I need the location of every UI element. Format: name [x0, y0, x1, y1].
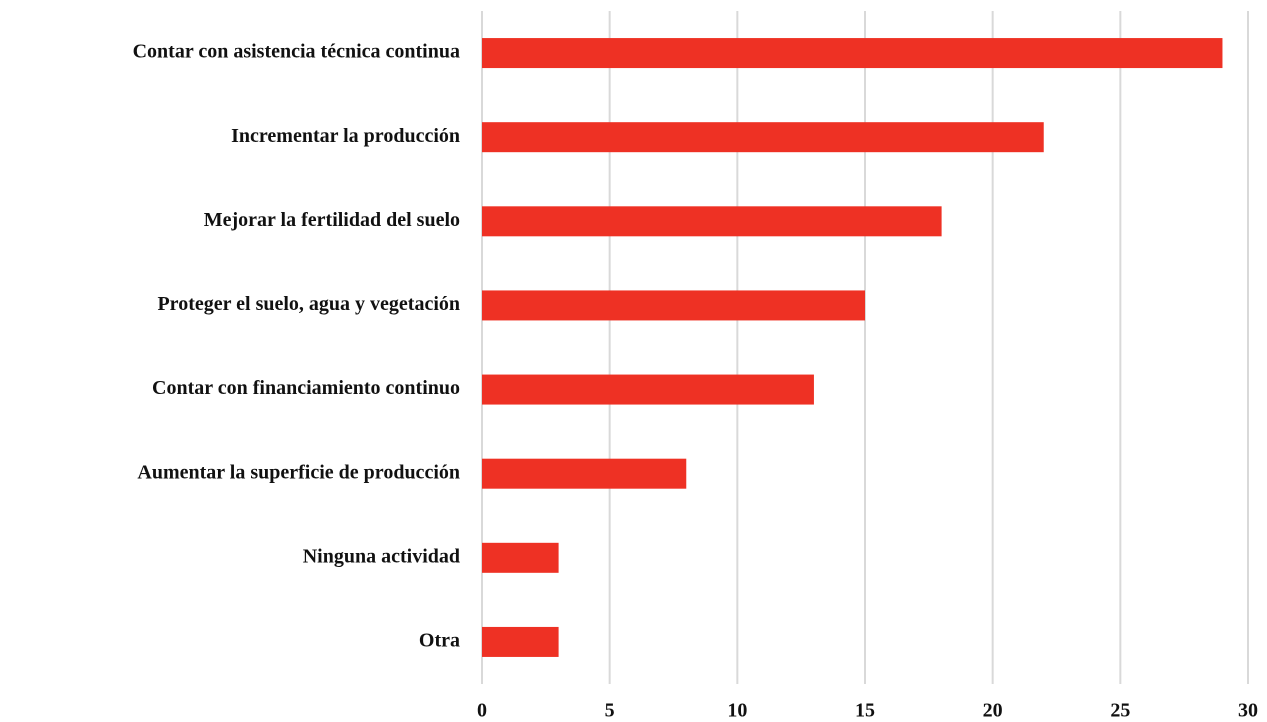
bar: [482, 458, 687, 489]
y-tick-label: Aumentar la superficie de producción: [137, 461, 460, 483]
x-tick-label: 25: [1110, 700, 1130, 722]
y-tick-label: Incrementar la producción: [231, 125, 460, 147]
bar: [482, 38, 1223, 69]
bar: [482, 206, 942, 237]
bar: [482, 374, 814, 405]
bar: [482, 626, 559, 657]
y-tick-label: Mejorar la fertilidad del suelo: [204, 209, 460, 231]
x-tick-label: 10: [727, 700, 747, 722]
x-tick-label: 30: [1238, 700, 1258, 722]
y-tick-label: Proteger el suelo, agua y vegetación: [157, 293, 460, 315]
x-tick-label: 15: [855, 700, 875, 722]
x-tick-label: 0: [477, 700, 487, 722]
y-tick-label: Otra: [419, 630, 460, 652]
x-tick-label: 20: [983, 700, 1003, 722]
y-tick-label: Contar con asistencia técnica continua: [133, 41, 460, 63]
bar: [482, 290, 865, 321]
x-tick-label: 5: [605, 700, 615, 722]
y-tick-label: Ninguna actividad: [303, 545, 460, 567]
bar: [482, 542, 559, 573]
bar: [482, 122, 1044, 153]
y-tick-label: Contar con financiamiento continuo: [152, 377, 460, 399]
